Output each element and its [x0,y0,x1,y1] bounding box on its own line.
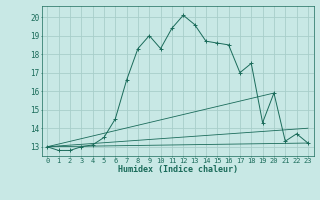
X-axis label: Humidex (Indice chaleur): Humidex (Indice chaleur) [118,165,237,174]
